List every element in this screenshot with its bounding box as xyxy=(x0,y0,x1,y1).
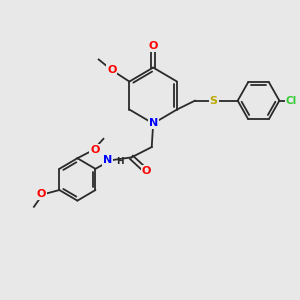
Text: S: S xyxy=(210,96,218,106)
Text: O: O xyxy=(37,190,46,200)
Text: O: O xyxy=(107,65,116,75)
Text: O: O xyxy=(148,41,158,51)
Text: H: H xyxy=(116,157,124,166)
Text: N: N xyxy=(148,118,158,128)
Text: O: O xyxy=(142,166,151,176)
Text: O: O xyxy=(90,145,99,155)
Text: Cl: Cl xyxy=(286,96,297,106)
Text: N: N xyxy=(103,155,112,165)
